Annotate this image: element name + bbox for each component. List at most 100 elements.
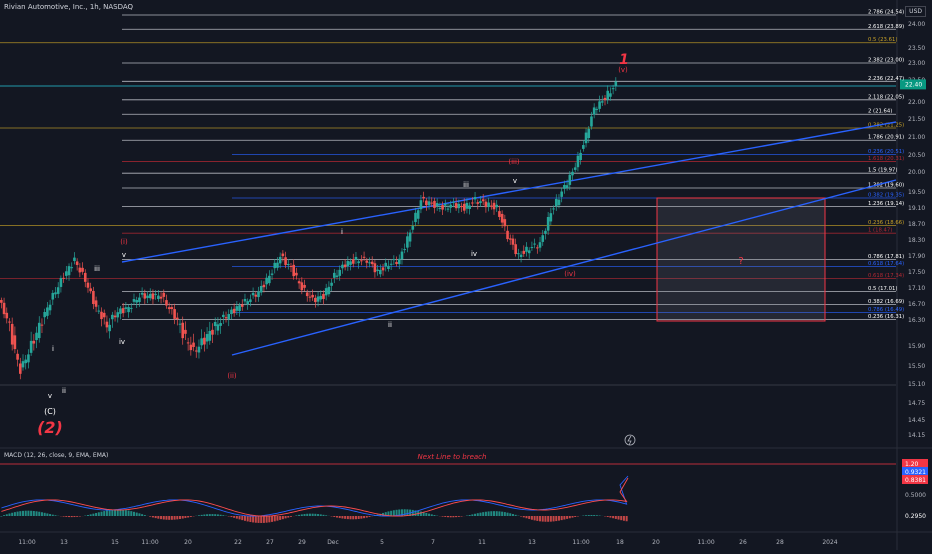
- candle-body: [233, 309, 236, 313]
- candle-body: [252, 293, 255, 295]
- wave-label: v: [513, 177, 517, 185]
- macd-histogram-bar: [469, 515, 471, 516]
- macd-histogram-bar: [341, 516, 343, 518]
- fib-level-label: 0.236 (16.31): [868, 314, 904, 320]
- candle-body: [68, 266, 71, 275]
- macd-histogram-bar: [607, 516, 609, 517]
- candle-body: [441, 205, 444, 210]
- candle-body: [208, 331, 211, 341]
- macd-histogram-bar: [155, 516, 157, 518]
- macd-axis-label: 0.5000: [905, 492, 926, 499]
- time-tick-label: 11: [478, 539, 486, 546]
- macd-histogram-bar: [539, 516, 541, 521]
- macd-histogram-bar: [333, 516, 335, 517]
- candle-body: [414, 213, 417, 222]
- macd-histogram-bar: [593, 515, 595, 516]
- macd-histogram-bar: [312, 514, 314, 516]
- macd-histogram-bar: [295, 515, 297, 516]
- candle-body: [238, 305, 241, 311]
- candle-body: [355, 257, 358, 260]
- candle-body: [517, 253, 520, 254]
- macd-histogram-bar: [574, 516, 576, 517]
- price-tick-label: 17.10: [908, 285, 925, 292]
- macd-histogram-bar: [206, 514, 208, 516]
- macd-histogram-bar: [322, 515, 324, 516]
- candle-body: [585, 133, 588, 144]
- time-tick-label: 5: [380, 539, 384, 546]
- macd-histogram-bar: [618, 516, 620, 520]
- candle-body: [130, 308, 133, 309]
- candle-body: [119, 308, 122, 313]
- candle-body: [433, 201, 436, 208]
- candle-body: [79, 268, 82, 273]
- time-tick-label: 15: [111, 539, 119, 546]
- candle-body: [98, 311, 101, 312]
- macd-histogram-bar: [493, 511, 495, 516]
- macd-histogram-bar: [214, 514, 216, 516]
- macd-histogram-bar: [258, 516, 260, 523]
- macd-histogram-bar: [544, 516, 546, 522]
- candle-body: [89, 288, 92, 291]
- wave-label-minor: ii: [62, 387, 66, 395]
- candle-body: [512, 239, 515, 245]
- candle-body: [455, 203, 458, 208]
- candle-body: [236, 306, 239, 311]
- candle-body: [319, 296, 322, 300]
- currency-badge[interactable]: USD: [905, 6, 926, 17]
- candle-body: [420, 200, 423, 209]
- candle-body: [60, 278, 63, 287]
- macd-histogram-bar: [626, 516, 628, 521]
- candle-body: [46, 307, 49, 315]
- candle-body: [190, 345, 193, 350]
- time-tick-label: 13: [528, 539, 536, 546]
- wave-label-minor: iv: [119, 338, 125, 346]
- candle-body: [249, 299, 252, 302]
- candle-body: [544, 231, 547, 234]
- macd-histogram-bar: [114, 510, 116, 516]
- candle-body: [38, 323, 41, 338]
- macd-histogram-bar: [279, 516, 281, 520]
- candle-body: [325, 288, 328, 295]
- lightning-icon-glyph: [628, 436, 631, 445]
- candle-body: [384, 263, 387, 267]
- macd-histogram-bar: [233, 516, 235, 518]
- candle-body: [84, 273, 87, 282]
- macd-axis-label: 0.8381: [905, 477, 926, 484]
- macd-histogram-bar: [222, 515, 224, 516]
- candle-body: [87, 283, 90, 288]
- price-tick-label: 21.50: [908, 116, 925, 123]
- macd-histogram-bar: [507, 513, 509, 516]
- macd-histogram-bar: [19, 511, 21, 516]
- time-tick-label: 11:00: [18, 539, 35, 546]
- macd-histogram-bar: [106, 511, 108, 516]
- candle-body: [217, 324, 220, 330]
- price-tick-label: 16.30: [908, 317, 925, 324]
- wave-label: (i): [120, 238, 128, 246]
- macd-histogram-bar: [184, 516, 186, 518]
- candle-body: [149, 294, 152, 298]
- time-tick-label: 29: [298, 539, 306, 546]
- macd-histogram-bar: [187, 516, 189, 517]
- macd-histogram-bar: [117, 510, 119, 516]
- candle-body: [73, 258, 76, 261]
- candle-body: [550, 213, 553, 221]
- candle-body: [168, 307, 171, 309]
- candle-body: [458, 204, 461, 208]
- macd-histogram-bar: [572, 516, 574, 518]
- candle-body: [146, 296, 149, 298]
- macd-histogram-bar: [87, 515, 89, 516]
- candle-body: [70, 267, 73, 268]
- candle-body: [547, 217, 550, 231]
- macd-histogram-bar: [461, 516, 463, 517]
- macd-histogram-bar: [109, 510, 111, 516]
- wave-label: i: [341, 228, 343, 236]
- macd-histogram-bar: [479, 513, 481, 516]
- macd-histogram-bar: [515, 515, 517, 516]
- candle-body: [555, 199, 558, 206]
- fib-level-label: 2.618 (23.89): [868, 24, 904, 30]
- candle-body: [303, 285, 306, 288]
- macd-histogram-bar: [501, 512, 503, 516]
- fib-level-label: 2.118 (22.05): [868, 94, 904, 100]
- macd-histogram-bar: [458, 516, 460, 517]
- fib-level-label: 0.618 (17.34): [868, 273, 904, 279]
